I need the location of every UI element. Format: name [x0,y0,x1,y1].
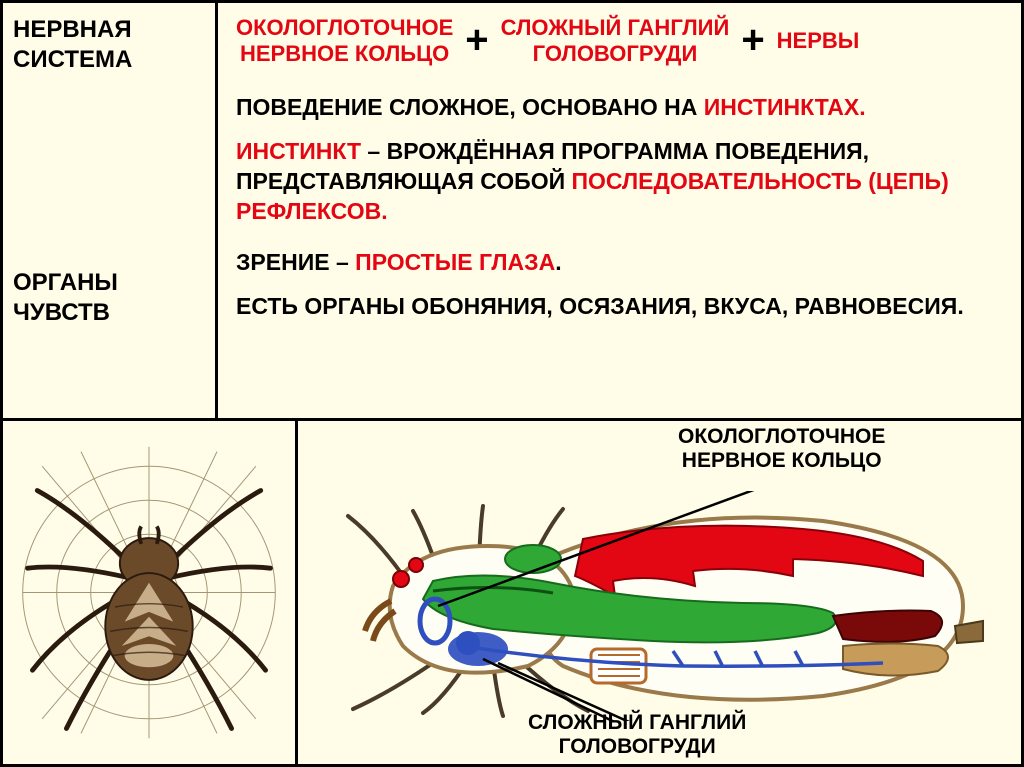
behavior-line: ПОВЕДЕНИЕ СЛОЖНОЕ, ОСНОВАНО НА ИНСТИНКТА… [236,93,1007,123]
behavior-a: ПОВЕДЕНИЕ СЛОЖНОЕ, ОСНОВАНО НА [236,94,704,120]
term-ring: ОКОЛОГЛОТОЧНОЕ НЕРВНОЕ КОЛЬЦО [236,15,453,67]
label-nerve-ring: ОКОЛОГЛОТОЧНОЕ НЕРВНОЕ КОЛЬЦО [678,425,885,473]
right-column: ОКОЛОГЛОТОЧНОЕ НЕРВНОЕ КОЛЬЦО + СЛОЖНЫЙ … [218,3,1021,418]
term-ring-l2: НЕРВНОЕ КОЛЬЦО [240,41,449,66]
behavior-b: ИНСТИНКТАХ. [704,94,866,120]
row2-label-l2: ЧУВСТВ [13,299,110,326]
row2-label-l1: ОРГАНЫ [13,269,118,296]
term-nerves-t: НЕРВЫ [777,28,860,53]
row1-label-l2: СИСТЕМА [13,46,132,73]
anatomy-diagram: ОКОЛОГЛОТОЧНОЕ НЕРВНОЕ КОЛЬЦО СЛОЖНЫЙ ГА… [298,421,1021,764]
other-senses-t: ЕСТЬ ОРГАНЫ ОБОНЯНИЯ, ОСЯЗАНИЯ, ВКУСА, Р… [236,293,964,319]
term-ring-l1: ОКОЛОГЛОТОЧНОЕ [236,15,453,40]
lower-row: ОКОЛОГЛОТОЧНОЕ НЕРВНОЕ КОЛЬЦО СЛОЖНЫЙ ГА… [3,421,1021,764]
gap [13,83,205,268]
vision-line: ЗРЕНИЕ – ПРОСТЫЕ ГЛАЗА. [236,248,1007,278]
other-senses: ЕСТЬ ОРГАНЫ ОБОНЯНИЯ, ОСЯЗАНИЯ, ВКУСА, Р… [236,292,1007,322]
vision-a: ЗРЕНИЕ – [236,249,355,275]
term-ganglion-l2: ГОЛОВОГРУДИ [533,41,698,66]
row1-label: НЕРВНАЯ СИСТЕМА [13,15,205,75]
term-ganglion: СЛОЖНЫЙ ГАНГЛИЙ ГОЛОВОГРУДИ [501,15,730,67]
spider-svg [13,431,285,754]
vision-b: ПРОСТЫЕ ГЛАЗА [355,249,555,275]
nervous-formula: ОКОЛОГЛОТОЧНОЕ НЕРВНОЕ КОЛЬЦО + СЛОЖНЫЙ … [236,15,1007,67]
slide: НЕРВНАЯ СИСТЕМА ОРГАНЫ ЧУВСТВ ОКОЛОГЛОТО… [0,0,1024,767]
spider-illustration [3,421,298,764]
instinct-def: ИНСТИНКТ – ВРОЖДЁННАЯ ПРОГРАММА ПОВЕДЕНИ… [236,137,1007,227]
plus-2: + [741,18,764,63]
instinct-a: ИНСТИНКТ [236,138,361,164]
term-nerves: НЕРВЫ [777,28,860,54]
upper-table: НЕРВНАЯ СИСТЕМА ОРГАНЫ ЧУВСТВ ОКОЛОГЛОТО… [3,3,1021,421]
label-nerve-ring-l2: НЕРВНОЕ КОЛЬЦО [682,449,882,472]
term-ganglion-l1: СЛОЖНЫЙ ГАНГЛИЙ [501,15,730,40]
label-nerve-ring-l1: ОКОЛОГЛОТОЧНОЕ [678,425,885,448]
vision-dot: . [555,249,561,275]
anatomy-svg [323,491,1003,721]
plus-1: + [465,18,488,63]
row2-label: ОРГАНЫ ЧУВСТВ [13,268,205,328]
row1-label-l1: НЕРВНАЯ [13,16,132,43]
left-column: НЕРВНАЯ СИСТЕМА ОРГАНЫ ЧУВСТВ [3,3,218,418]
label-ganglion-l2: ГОЛОВОГРУДИ [559,735,716,758]
